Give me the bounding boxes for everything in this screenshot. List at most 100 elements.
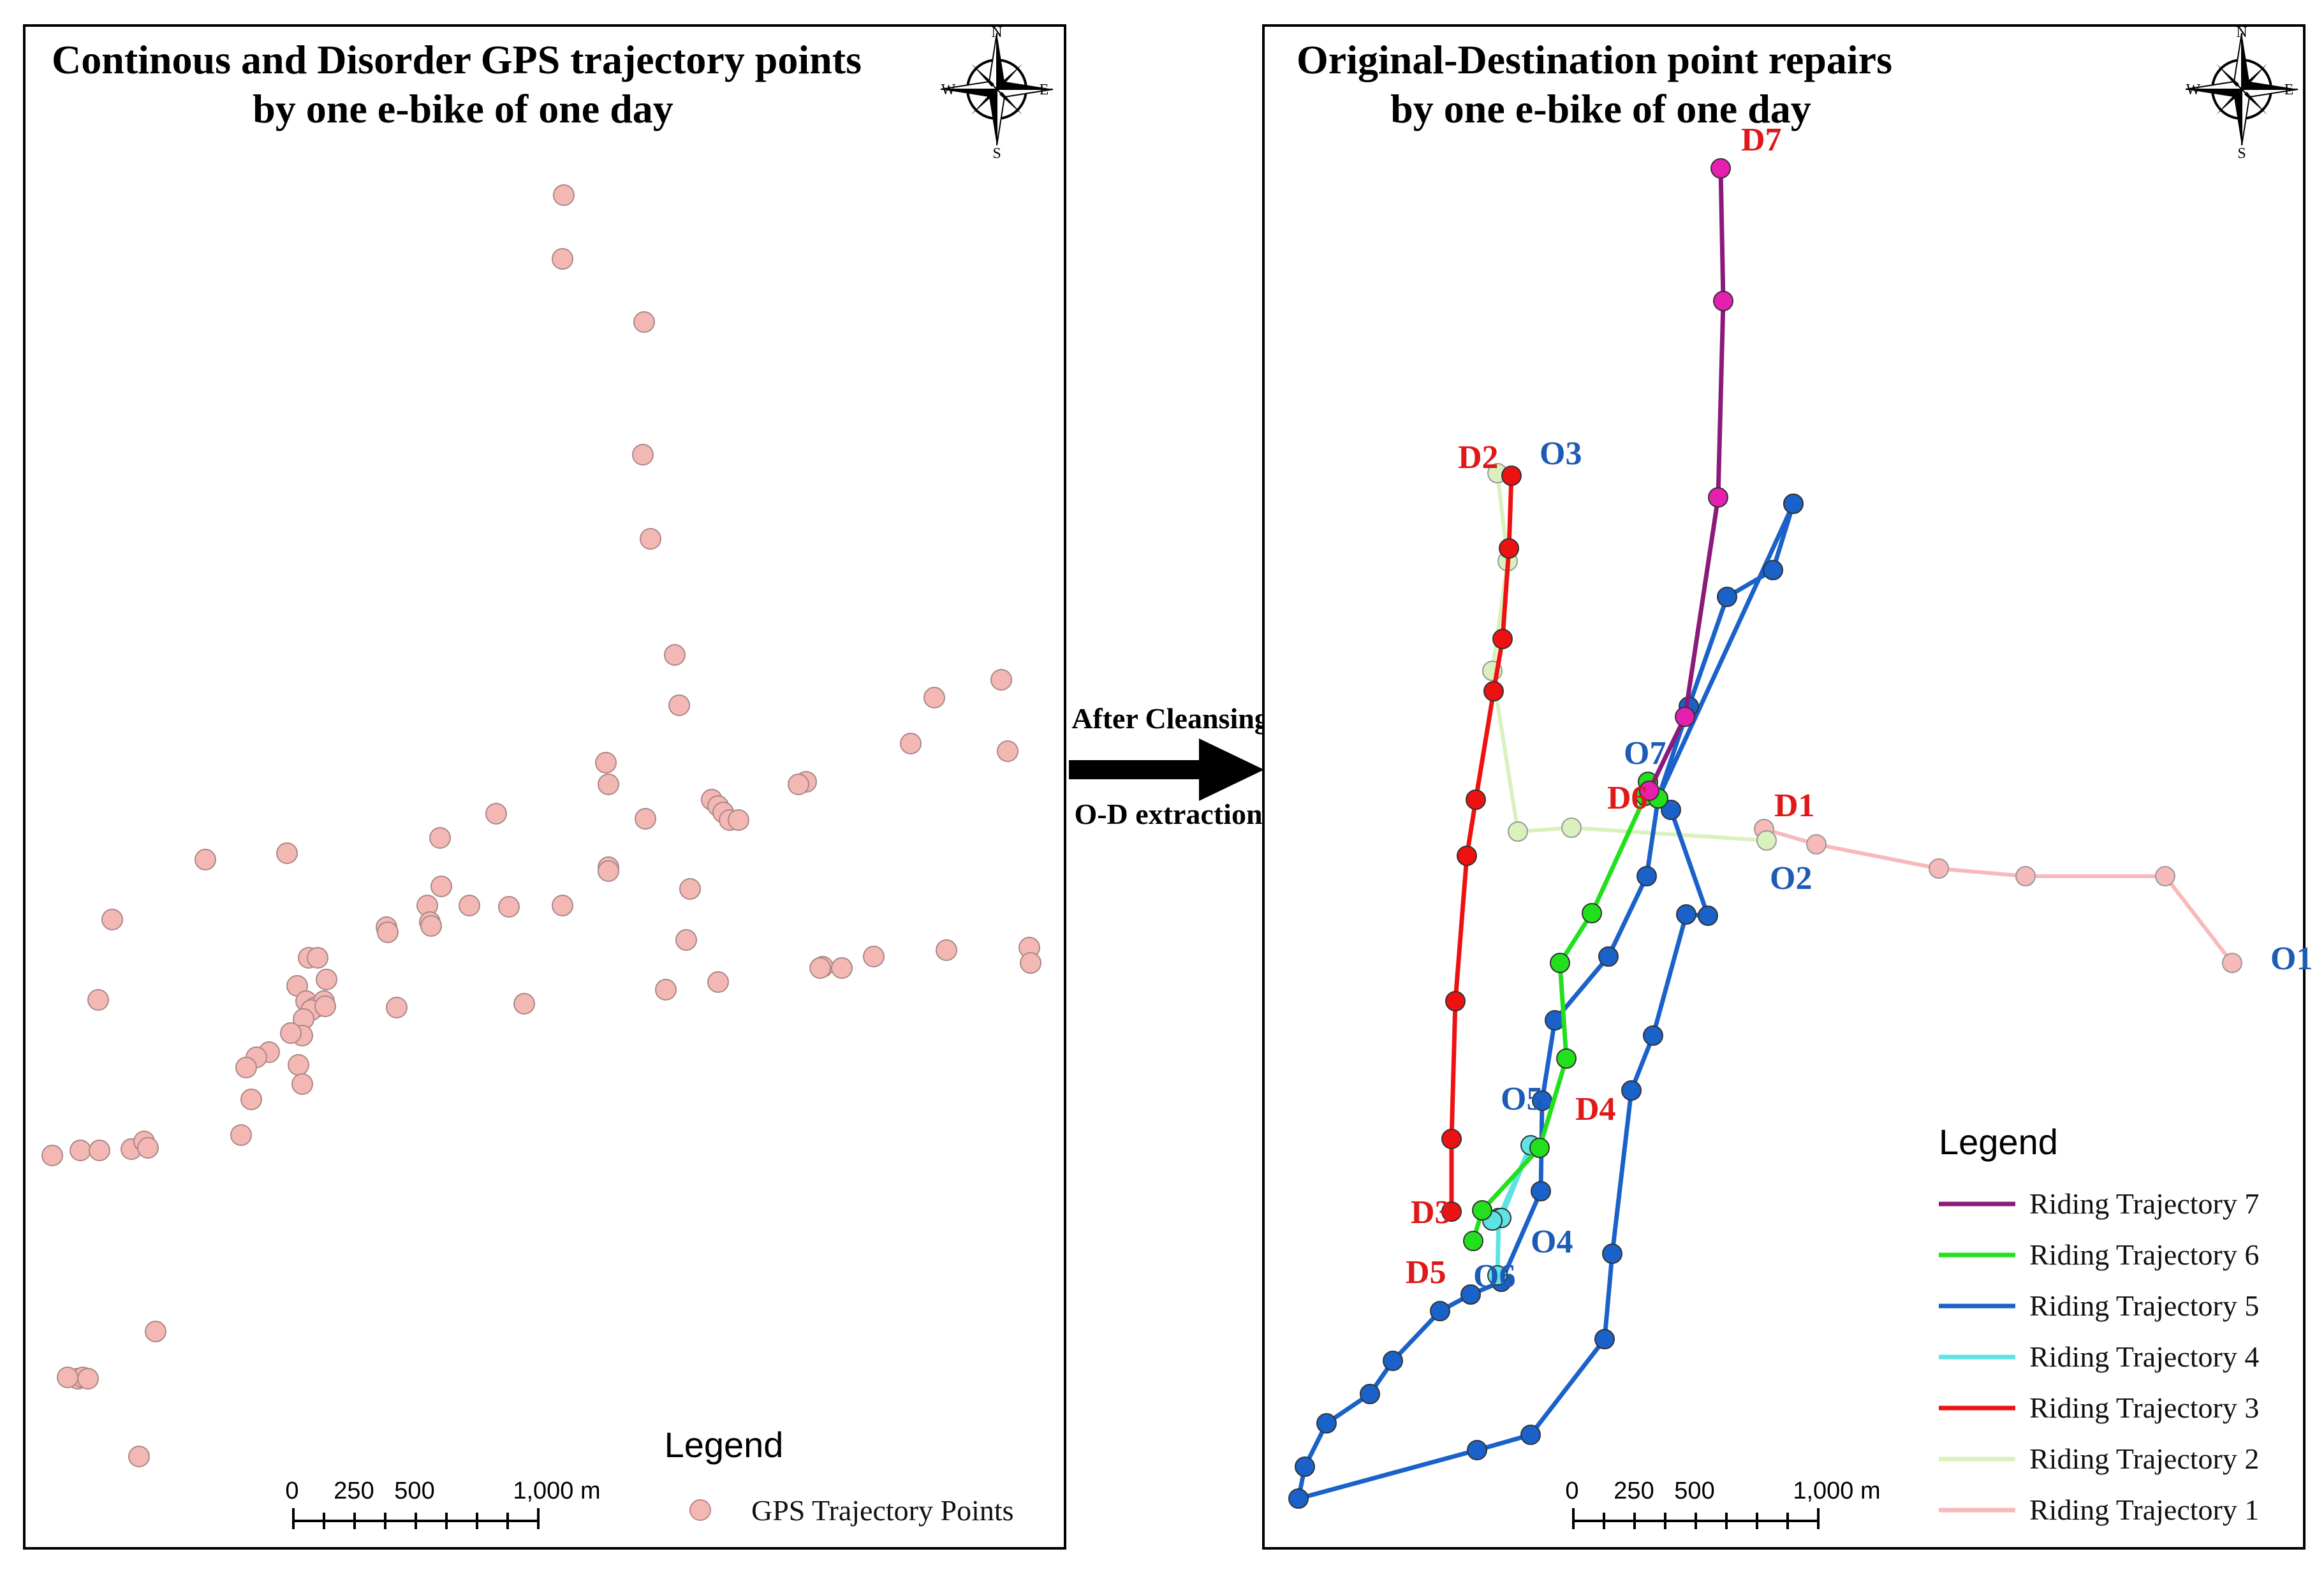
trajectory-5-point <box>1360 1384 1380 1404</box>
gps-point <box>316 969 337 990</box>
trajectory-5-point <box>1676 904 1696 925</box>
od-label-o1: O1 <box>2270 941 2313 977</box>
trajectory-4-point <box>1487 1265 1508 1286</box>
gps-point <box>145 1321 166 1342</box>
compass-n-label: N <box>991 24 1002 41</box>
right-scale-label-250: 250 <box>1614 1478 1654 1504</box>
left-scale-label-0: 0 <box>285 1478 298 1504</box>
trajectory-5-point <box>1460 1284 1481 1305</box>
arrow-label-top: After Cleansing <box>1071 702 1269 735</box>
legend-label-5: Riding Trajectory 5 <box>2029 1289 2259 1322</box>
right-panel-frame <box>1262 24 2306 1550</box>
gps-point <box>664 644 686 666</box>
trajectory-5-point <box>1643 1025 1663 1046</box>
trajectory-5-point <box>1621 1080 1642 1101</box>
od-label-o2: O2 <box>1770 860 1812 897</box>
trajectory-2-point <box>1756 830 1777 851</box>
compass-n-label-right: N <box>2236 24 2247 41</box>
right-legend-title: Legend <box>1939 1122 2058 1162</box>
left-legend-title: Legend <box>665 1425 784 1465</box>
gps-point <box>307 947 328 969</box>
gps-point <box>707 971 729 993</box>
gps-point <box>70 1140 91 1161</box>
od-label-d5: D5 <box>1406 1254 1446 1291</box>
gps-point <box>831 957 853 979</box>
right-scale-label-500: 500 <box>1674 1478 1714 1504</box>
trajectory-7-point <box>1710 158 1731 179</box>
trajectory-5-point <box>1783 494 1804 514</box>
left-legend-marker <box>689 1499 711 1521</box>
trajectory-2-point <box>1508 821 1528 842</box>
gps-point <box>87 989 109 1011</box>
trajectory-3-point <box>1441 1201 1462 1222</box>
trajectory-3-point <box>1466 789 1486 810</box>
gps-point <box>89 1140 110 1161</box>
gps-point <box>230 1124 252 1146</box>
left-scale-label-500: 500 <box>394 1478 434 1504</box>
transform-arrow: After Cleansing O-D extraction <box>1069 702 1269 830</box>
left-legend-item: GPS Trajectory Points <box>751 1494 1014 1527</box>
gps-point <box>936 939 957 961</box>
gps-point <box>997 740 1019 762</box>
gps-point <box>377 921 399 943</box>
compass-s-label: S <box>992 145 1001 162</box>
trajectory-7-point <box>1713 291 1733 311</box>
trajectory-6-point <box>1550 953 1570 973</box>
gps-point <box>923 687 945 708</box>
gps-point <box>809 957 831 979</box>
right-compass: N S E W <box>2184 24 2299 162</box>
gps-point <box>314 995 336 1017</box>
trajectory-1-point <box>2155 866 2175 886</box>
trajectory-1-point <box>1929 858 1949 879</box>
legend-label-2: Riding Trajectory 2 <box>2029 1442 2259 1475</box>
trajectory-5-point <box>1531 1181 1551 1201</box>
gps-point <box>288 1054 309 1076</box>
gps-point <box>195 849 216 870</box>
od-label-d7: D7 <box>1741 122 1782 158</box>
gps-point <box>101 909 123 930</box>
trajectory-1-point <box>2222 953 2242 973</box>
gps-point <box>552 895 573 916</box>
left-title-line2: by one e-bike of one day <box>253 86 673 131</box>
riding-trajectory-3 <box>1441 466 1522 1222</box>
trajectory-7-point <box>1708 487 1728 508</box>
trajectory-5-point <box>1520 1425 1541 1445</box>
left-panel-frame <box>23 24 1066 1550</box>
gps-points-layer <box>41 184 1041 1467</box>
gps-point <box>128 1446 150 1467</box>
trajectory-5-point <box>1430 1301 1450 1321</box>
trajectory-5-point <box>1602 1244 1622 1264</box>
gps-point <box>291 1073 313 1095</box>
gps-point <box>788 774 809 795</box>
right-title-line1: Original-Destination point repairs <box>1297 37 1892 82</box>
legend-label-6: Riding Trajectory 6 <box>2029 1238 2259 1271</box>
gps-point <box>137 1137 159 1159</box>
gps-point <box>668 694 690 716</box>
trajectory-5-point <box>1598 946 1619 967</box>
od-label-d6: D6 <box>1607 780 1648 816</box>
trajectory-6-point <box>1472 1200 1492 1221</box>
left-scale-label-1000: 1,000 m <box>513 1478 600 1504</box>
trajectory-3-point <box>1445 991 1466 1011</box>
gps-point <box>552 248 573 270</box>
od-labels-layer: O1 O2 O3 O4 O5 O6 O7 D1 D2 D3 D4 D5 D6 D7 <box>1406 122 2313 1295</box>
gps-point <box>655 979 677 1001</box>
od-label-d4: D4 <box>1575 1091 1616 1127</box>
gps-point <box>1020 952 1041 974</box>
gps-point <box>640 528 661 550</box>
trajectory-5-point <box>1594 1329 1615 1349</box>
trajectory-6-point <box>1463 1231 1483 1251</box>
gps-point <box>595 752 617 774</box>
right-scale-label-1000: 1,000 m <box>1793 1478 1880 1504</box>
od-label-o6: O6 <box>1473 1258 1515 1295</box>
left-title-line1: Continous and Disorder GPS trajectory po… <box>52 37 862 82</box>
arrow-label-bottom: O-D extraction <box>1074 798 1262 830</box>
trajectory-6-point <box>1582 903 1602 923</box>
right-legend: Legend Riding Trajectory 7 Riding Traject… <box>1939 1122 2259 1526</box>
gps-point <box>679 878 701 900</box>
od-label-o4: O4 <box>1531 1224 1573 1260</box>
trajectory-5-point <box>1763 560 1783 580</box>
gps-point <box>430 876 452 897</box>
trajectory-1-point <box>1806 834 1827 855</box>
gps-point <box>598 860 619 882</box>
